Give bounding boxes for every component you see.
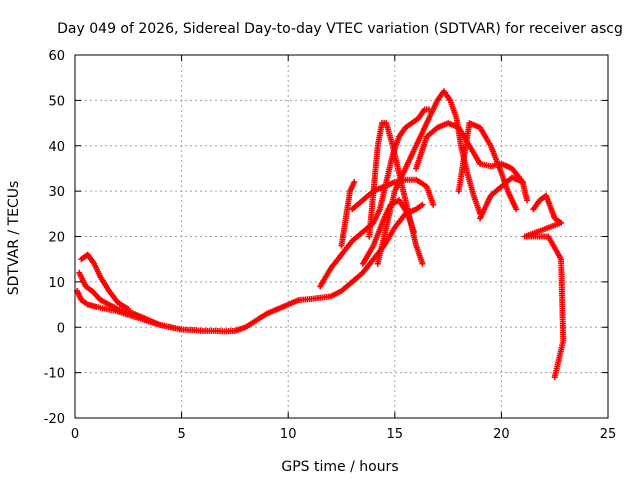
y-axis-label: SDTVAR / TECUs [6,181,22,296]
x-tick-label: 25 [600,427,617,442]
x-tick-label: 15 [387,427,404,442]
series-sat12 [477,174,526,222]
data-point [551,374,558,381]
series-sat11 [455,120,520,213]
data-points [74,88,567,381]
series-sat9 [374,88,484,267]
data-point [351,179,358,186]
series-sat5 [338,179,358,249]
y-tick-label: -10 [44,367,65,382]
data-point [513,206,520,213]
data-point [519,179,526,186]
series-sat2 [74,287,185,333]
data-point [178,326,185,333]
x-tick-label: 0 [71,427,79,442]
y-tick-label: 20 [48,231,65,246]
data-point [410,228,417,235]
y-tick-label: 0 [57,321,65,336]
plot-frame [74,54,609,419]
chart-title: Day 049 of 2026, Sidereal Day-to-day VTE… [57,21,623,37]
x-tick-label: 10 [280,427,297,442]
data-point [125,306,132,313]
series-sat3 [78,251,132,313]
series-sat13 [521,192,567,381]
x-axis-label: GPS time / hours [281,459,398,475]
y-tick-label: 50 [48,94,65,109]
y-tick-label: 60 [48,49,65,64]
data-point [430,201,437,208]
y-tick-label: 30 [48,185,65,200]
y-tick-label: 40 [48,140,65,155]
data-point [419,201,426,208]
data-point [523,197,530,204]
axis-ticks: 0 5 10 15 20 25 -20 -10 0 10 20 30 40 50 60 [44,49,617,442]
x-tick-label: 5 [177,427,185,442]
data-point [419,260,426,267]
y-tick-label: -20 [44,412,65,427]
x-tick-label: 20 [493,427,510,442]
y-tick-label: 10 [48,276,65,291]
